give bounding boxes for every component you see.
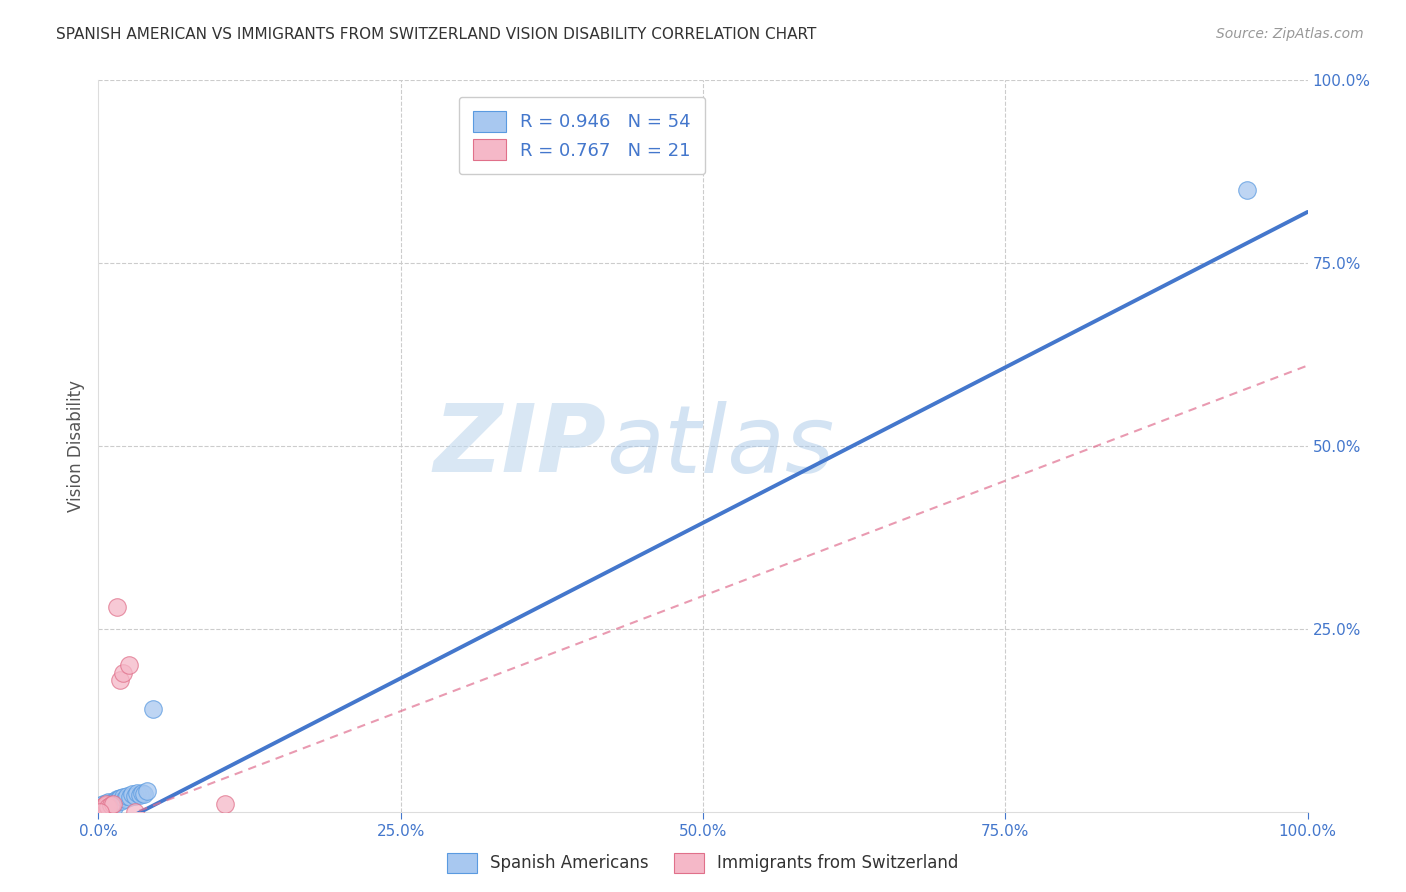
Point bbox=[91, 799, 114, 814]
Point bbox=[101, 797, 124, 811]
Point bbox=[111, 790, 134, 805]
Point bbox=[100, 800, 122, 814]
Point bbox=[100, 799, 122, 814]
Text: Source: ZipAtlas.com: Source: ZipAtlas.com bbox=[1216, 27, 1364, 41]
Point bbox=[91, 797, 114, 812]
Point bbox=[135, 784, 157, 798]
Point bbox=[96, 798, 118, 813]
Point bbox=[94, 799, 117, 814]
Point bbox=[103, 794, 125, 808]
Point bbox=[98, 798, 121, 813]
Text: SPANISH AMERICAN VS IMMIGRANTS FROM SWITZERLAND VISION DISABILITY CORRELATION CH: SPANISH AMERICAN VS IMMIGRANTS FROM SWIT… bbox=[56, 27, 817, 42]
Point bbox=[93, 801, 115, 815]
Point bbox=[100, 798, 122, 813]
Point bbox=[94, 797, 117, 811]
Point bbox=[91, 801, 114, 815]
Point bbox=[93, 801, 115, 815]
Point bbox=[91, 803, 114, 817]
Point bbox=[96, 796, 118, 810]
Point bbox=[100, 798, 122, 813]
Point bbox=[134, 787, 156, 801]
Legend: R = 0.946   N = 54, R = 0.767   N = 21: R = 0.946 N = 54, R = 0.767 N = 21 bbox=[458, 96, 706, 175]
Point bbox=[94, 800, 117, 814]
Text: ZIP: ZIP bbox=[433, 400, 606, 492]
Point bbox=[103, 799, 125, 814]
Y-axis label: Vision Disability: Vision Disability bbox=[66, 380, 84, 512]
Point bbox=[105, 791, 128, 805]
Point bbox=[100, 798, 122, 813]
Point bbox=[96, 798, 118, 813]
Point bbox=[108, 673, 131, 687]
Point bbox=[127, 787, 149, 801]
Point bbox=[121, 787, 143, 801]
Point bbox=[98, 797, 121, 811]
Point bbox=[96, 798, 118, 813]
Point bbox=[108, 792, 131, 806]
Point bbox=[89, 803, 111, 817]
Point bbox=[124, 805, 146, 819]
Point bbox=[93, 798, 115, 813]
Point bbox=[89, 803, 111, 817]
Point bbox=[1236, 183, 1258, 197]
Point bbox=[93, 798, 115, 813]
Point bbox=[111, 665, 134, 680]
Point bbox=[91, 799, 114, 814]
Point bbox=[89, 805, 111, 819]
Point bbox=[91, 800, 114, 814]
Text: atlas: atlas bbox=[606, 401, 835, 491]
Point bbox=[94, 797, 117, 812]
Point bbox=[100, 797, 122, 812]
Point bbox=[128, 788, 150, 802]
Point bbox=[91, 800, 114, 814]
Point bbox=[91, 800, 114, 814]
Point bbox=[90, 801, 112, 815]
Point bbox=[90, 798, 112, 813]
Point bbox=[107, 793, 129, 807]
Point bbox=[110, 794, 132, 808]
Point bbox=[91, 802, 114, 816]
Point bbox=[131, 786, 153, 800]
Point bbox=[97, 799, 120, 814]
Point bbox=[114, 791, 136, 805]
Point bbox=[118, 790, 141, 805]
Point bbox=[93, 798, 115, 813]
Legend: Spanish Americans, Immigrants from Switzerland: Spanish Americans, Immigrants from Switz… bbox=[440, 847, 966, 880]
Point bbox=[98, 798, 121, 813]
Point bbox=[101, 798, 124, 813]
Point bbox=[118, 658, 141, 673]
Point bbox=[101, 796, 124, 810]
Point bbox=[108, 790, 131, 805]
Point bbox=[104, 795, 127, 809]
Point bbox=[97, 797, 120, 812]
Point bbox=[90, 802, 112, 816]
Point bbox=[91, 798, 114, 813]
Point bbox=[94, 800, 117, 814]
Point bbox=[96, 801, 118, 815]
Point bbox=[214, 797, 236, 812]
Point bbox=[97, 799, 120, 814]
Point bbox=[117, 789, 139, 803]
Point bbox=[97, 799, 120, 814]
Point bbox=[97, 795, 120, 809]
Point bbox=[142, 702, 165, 716]
Point bbox=[105, 599, 128, 614]
Point bbox=[124, 789, 146, 803]
